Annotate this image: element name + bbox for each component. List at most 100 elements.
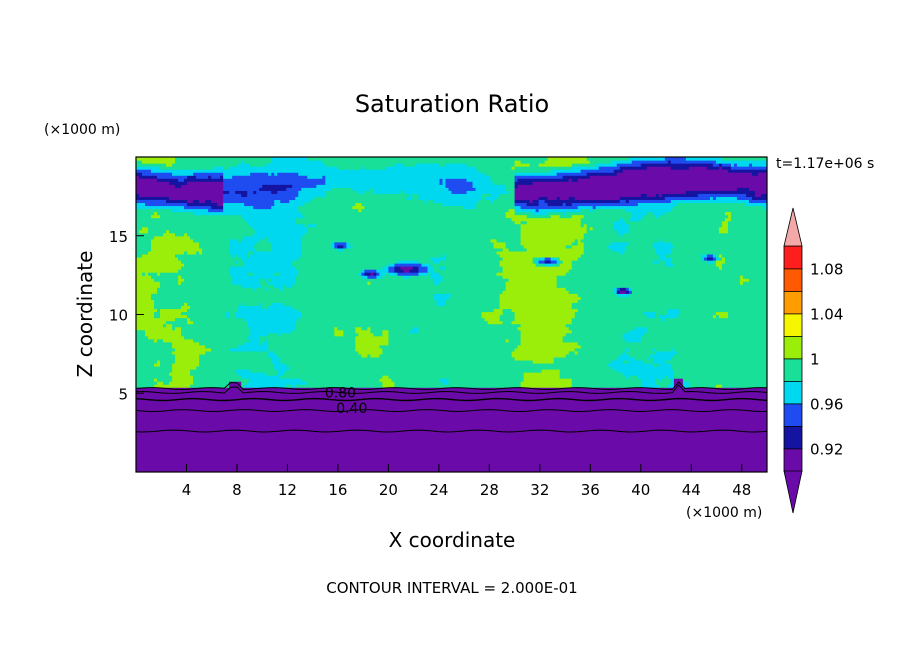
field-cell [262, 284, 275, 288]
field-cell [619, 290, 627, 294]
field-cell [577, 299, 767, 303]
field-cell [640, 384, 660, 388]
field-cell [199, 241, 230, 246]
field-cell [301, 253, 444, 258]
field-cell [265, 372, 278, 376]
field-cell [181, 184, 224, 188]
field-cell [586, 229, 618, 234]
field-cell [520, 160, 546, 164]
field-cell [619, 199, 627, 204]
field-cell [397, 272, 420, 276]
field-cell [337, 247, 344, 252]
field-cell [559, 372, 624, 376]
field-cell [148, 229, 167, 234]
field-cell [562, 202, 567, 207]
field-cell [271, 190, 278, 194]
field-cell [445, 184, 474, 188]
field-cell [670, 259, 708, 264]
field-cell [235, 253, 239, 258]
field-cell [346, 241, 350, 246]
field-cell [577, 350, 624, 355]
field-cell [136, 435, 767, 440]
field-cell [664, 259, 672, 264]
field-cell [142, 160, 176, 164]
field-cell [523, 378, 573, 382]
field-cell [484, 172, 516, 176]
field-cell [343, 244, 347, 249]
field-cell [193, 381, 230, 385]
field-cell [286, 187, 302, 191]
field-cell [262, 184, 293, 188]
field-cell [313, 196, 408, 201]
field-cell [136, 193, 140, 197]
field-cell [277, 172, 299, 176]
field-cell [475, 202, 516, 207]
field-cell [670, 381, 675, 385]
field-cell [136, 205, 185, 210]
field-cell [250, 223, 305, 228]
field-cell [520, 229, 588, 234]
field-cell [136, 405, 767, 409]
field-cell [571, 166, 600, 170]
field-cell [499, 317, 516, 322]
field-cell [256, 190, 272, 194]
field-cell [271, 157, 308, 161]
field-cell [730, 214, 767, 219]
field-cell [295, 217, 513, 222]
field-cell [166, 229, 170, 234]
field-cell [388, 272, 399, 276]
field-cell [721, 163, 732, 167]
field-cell [514, 187, 738, 191]
field-cell [442, 202, 477, 207]
field-cell [481, 314, 501, 319]
field-cell [559, 196, 570, 201]
field-cell [154, 362, 161, 367]
field-cell [430, 272, 441, 276]
field-cell [271, 302, 284, 307]
field-cell [577, 238, 582, 243]
field-cell [556, 281, 741, 285]
field-cell [715, 259, 726, 264]
field-cell [442, 278, 510, 282]
field-cell [211, 175, 221, 179]
field-cell [397, 259, 420, 264]
field-cell [136, 157, 176, 161]
field-cell [325, 178, 441, 182]
field-cell [412, 326, 420, 331]
field-cell [172, 365, 197, 370]
field-cell [160, 166, 215, 170]
field-cell [673, 205, 765, 210]
field-cell [136, 326, 173, 331]
field-cell [298, 256, 432, 261]
field-cell [223, 193, 242, 197]
field-cell [241, 160, 245, 164]
field-cell [250, 332, 269, 337]
field-cell [208, 175, 212, 179]
field-cell [346, 244, 353, 249]
field-cell [388, 341, 522, 346]
field-cell [526, 220, 582, 225]
field-cell [136, 244, 152, 249]
field-cell [547, 157, 588, 161]
field-cell [187, 175, 197, 179]
field-cell [274, 362, 287, 367]
field-cell [388, 335, 522, 340]
field-cell [265, 163, 326, 167]
field-cell [295, 196, 314, 201]
field-cell [655, 314, 660, 319]
field-cell [382, 266, 389, 270]
field-cell [268, 238, 302, 243]
field-cell [181, 305, 191, 310]
field-cell [634, 356, 648, 361]
field-cell [247, 272, 254, 276]
field-cell [184, 250, 188, 255]
field-cell [139, 193, 224, 197]
field-cell [181, 326, 251, 331]
field-cell [160, 272, 230, 276]
field-cell [136, 253, 143, 258]
field-cell [136, 341, 173, 346]
field-cell [229, 384, 242, 388]
field-cell [445, 178, 468, 182]
colorbar-segment [783, 313, 803, 337]
field-cell [538, 196, 549, 201]
